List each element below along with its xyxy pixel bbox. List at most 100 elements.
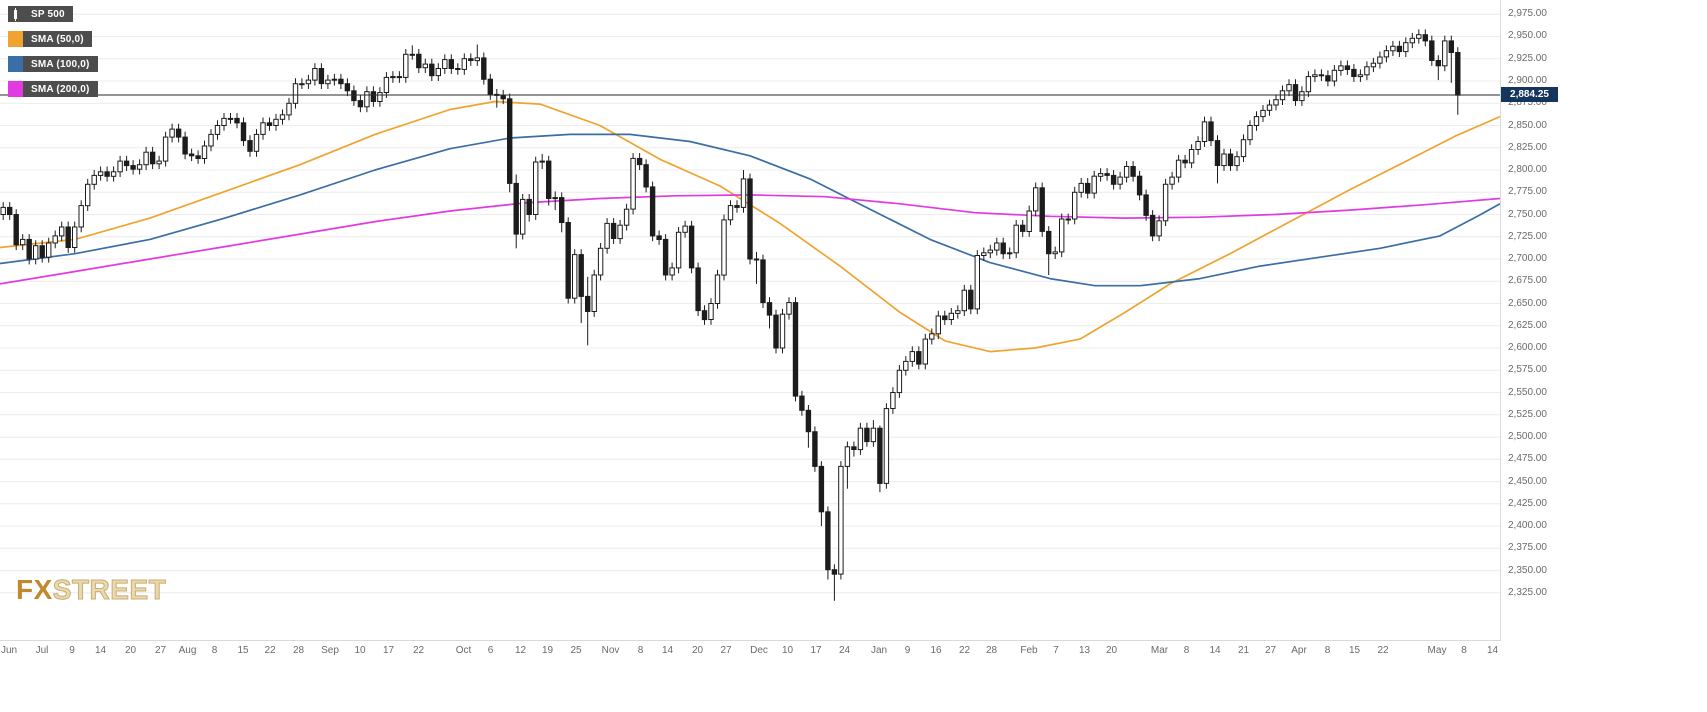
grid-layer xyxy=(0,13,1500,594)
x-tick-label: Dec xyxy=(750,645,768,656)
x-tick-label: Jul xyxy=(35,645,49,656)
y-axis-label: 2,550.00 xyxy=(1508,386,1547,398)
x-tick-label: 8 xyxy=(1324,645,1331,656)
x-tick-label: 25 xyxy=(570,645,582,656)
x-tick-label: 20 xyxy=(1105,645,1118,656)
x-tick-label: Jun xyxy=(0,645,18,656)
y-axis-label: 2,425.00 xyxy=(1508,497,1547,509)
x-tick-label: 22 xyxy=(264,645,276,656)
legend-label: SP 500 xyxy=(23,6,73,22)
x-tick-label: 8 xyxy=(637,645,644,656)
y-axis-label: 2,825.00 xyxy=(1508,141,1547,153)
x-tick-label: 24 xyxy=(838,645,851,656)
legend-label: SMA (50,0) xyxy=(23,31,92,47)
x-tick-label: 22 xyxy=(958,645,971,656)
x-tick-label: 21 xyxy=(1237,645,1250,656)
x-tick-label: 14 xyxy=(94,645,107,656)
y-axis-label: 2,775.00 xyxy=(1508,186,1547,198)
x-tick-label: 19 xyxy=(541,645,554,656)
x-tick-label: 15 xyxy=(237,645,249,656)
y-axis-label: 2,725.00 xyxy=(1508,230,1547,242)
plot-area[interactable] xyxy=(0,0,1501,641)
y-axis-label: 2,625.00 xyxy=(1508,319,1547,331)
y-axis-label: 2,650.00 xyxy=(1508,297,1547,309)
legend-label: SMA (200,0) xyxy=(23,81,98,97)
candlestick-icon xyxy=(8,6,23,22)
x-tick-label: 27 xyxy=(720,645,732,656)
y-axis-label: 2,925.00 xyxy=(1508,52,1547,64)
x-tick-label: 15 xyxy=(1348,645,1361,656)
x-tick-label: 7 xyxy=(1053,645,1059,656)
x-tick-label: May xyxy=(1427,645,1447,656)
right-axis[interactable]: 2,884.25 2,975.00 2,950.00 2,925.00 2,900.0… xyxy=(1501,0,1707,640)
y-axis-label: 2,700.00 xyxy=(1508,253,1547,265)
x-tick-label: 8 xyxy=(1183,645,1190,656)
x-tick-label: 13 xyxy=(1078,645,1091,656)
x-tick-label: 14 xyxy=(1486,645,1499,656)
x-tick-label: 28 xyxy=(292,645,305,656)
sma-50-line xyxy=(0,100,1500,353)
x-tick-label: 6 xyxy=(487,645,494,656)
candles-layer xyxy=(0,29,1461,601)
x-tick-label: Sep xyxy=(321,645,339,656)
bottom-axis[interactable]: Jun Jul 9 14 20 27 Aug 8 15 22 28 Sep 10 17 22 Oct 6 12 19… xyxy=(0,641,1501,661)
x-tick-label: 14 xyxy=(661,645,674,656)
y-axis-label: 2,675.00 xyxy=(1508,275,1547,287)
x-tick-label: 8 xyxy=(211,645,218,656)
y-axis-label: 2,950.00 xyxy=(1508,30,1547,42)
legend-item-sma100[interactable]: SMA (100,0) xyxy=(8,56,98,72)
x-tick-label: Nov xyxy=(601,645,620,656)
sma-100-line xyxy=(0,133,1500,287)
watermark-fx: FX xyxy=(16,574,53,605)
x-tick-label: 17 xyxy=(382,645,395,656)
x-tick-label: 9 xyxy=(904,645,911,656)
y-axis-label: 2,850.00 xyxy=(1508,119,1547,131)
y-axis-label: 2,975.00 xyxy=(1508,8,1547,20)
x-tick-label: 16 xyxy=(930,645,942,656)
sma100-color-chip xyxy=(8,56,23,72)
x-tick-label: 20 xyxy=(691,645,704,656)
x-tick-label: Mar xyxy=(1150,645,1169,656)
last-price-badge: 2,884.25 xyxy=(1501,87,1558,103)
x-tick-label: 20 xyxy=(124,645,137,656)
legend-item-sma50[interactable]: SMA (50,0) xyxy=(8,31,92,47)
y-axis-label: 2,525.00 xyxy=(1508,408,1547,420)
y-axis-label: 2,350.00 xyxy=(1508,564,1547,576)
y-axis-label: 2,450.00 xyxy=(1508,475,1547,487)
legend-item-instrument[interactable]: SP 500 xyxy=(8,6,73,22)
y-axis-label: 2,375.00 xyxy=(1508,542,1547,554)
indicator-legend: SP 500 SMA (50,0) SMA (100,0) SMA (200,0… xyxy=(8,6,98,97)
y-axis-label: 2,900.00 xyxy=(1508,75,1547,86)
legend-label: SMA (100,0) xyxy=(23,56,98,72)
x-tick-label: 10 xyxy=(781,645,794,656)
y-axis-label: 2,600.00 xyxy=(1508,342,1547,354)
x-tick-label: 27 xyxy=(154,645,167,656)
x-tick-label: Feb xyxy=(1020,645,1038,656)
sma50-color-chip xyxy=(8,31,23,47)
y-axis-label: 2,400.00 xyxy=(1508,520,1547,532)
y-axis-label: 2,800.00 xyxy=(1508,164,1547,175)
x-tick-label: Aug xyxy=(178,645,197,656)
sma200-color-chip xyxy=(8,81,23,97)
x-tick-label: 14 xyxy=(1209,645,1221,656)
y-axis-label: 2,875.00 xyxy=(1508,97,1547,109)
y-axis-label: 2,575.00 xyxy=(1508,364,1547,376)
x-tick-label: 28 xyxy=(985,645,998,656)
x-tick-label: 27 xyxy=(1264,645,1277,656)
legend-item-sma200[interactable]: SMA (200,0) xyxy=(8,81,98,97)
x-tick-label: 22 xyxy=(412,645,425,656)
x-tick-label: 12 xyxy=(514,645,527,656)
x-tick-label: 17 xyxy=(810,645,822,656)
y-axis-label: 2,500.00 xyxy=(1508,431,1547,443)
x-tick-label: 9 xyxy=(69,645,75,656)
y-axis-label: 2,750.00 xyxy=(1508,208,1547,220)
x-tick-label: 22 xyxy=(1377,645,1389,656)
x-tick-label: 10 xyxy=(354,645,366,656)
watermark-street: STREET xyxy=(52,574,167,605)
x-tick-label: Oct xyxy=(455,645,472,656)
fxstreet-watermark: FXSTREET xyxy=(16,574,167,605)
x-tick-label: Jan xyxy=(870,645,888,656)
x-tick-label: 8 xyxy=(1461,645,1467,656)
y-axis-label: 2,325.00 xyxy=(1508,586,1547,598)
